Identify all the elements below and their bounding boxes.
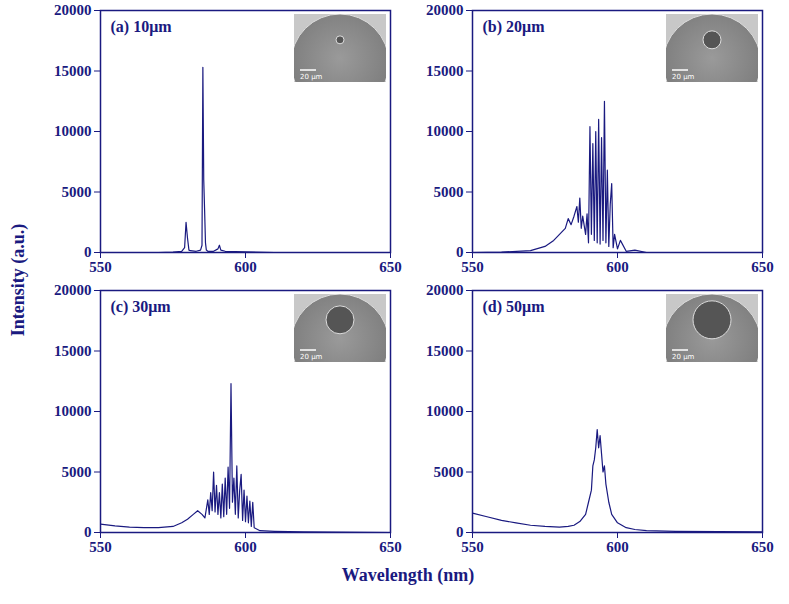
svg-text:600: 600 <box>606 539 629 555</box>
html-text:Wavelength (nm): Wavelength (nm) <box>341 565 475 585</box>
svg-text:5000: 5000 <box>62 464 92 480</box>
svg-text:550: 550 <box>89 539 112 555</box>
svg-text:10000: 10000 <box>54 403 92 419</box>
svg-text:20000: 20000 <box>54 2 92 18</box>
svg-text:15000: 15000 <box>54 63 92 79</box>
svg-text:5000: 5000 <box>434 464 464 480</box>
svg-text:650: 650 <box>751 539 774 555</box>
svg-text:650: 650 <box>379 259 402 275</box>
svg-text:5000: 5000 <box>62 184 92 200</box>
svg-text:600: 600 <box>234 259 257 275</box>
svg-text:20 μm: 20 μm <box>672 353 695 361</box>
svg-text:(a) 10μm: (a) 10μm <box>111 18 173 36</box>
svg-text:(b) 20μm: (b) 20μm <box>483 18 546 36</box>
svg-text:5000: 5000 <box>434 184 464 200</box>
svg-text:20000: 20000 <box>426 282 464 298</box>
svg-text:10000: 10000 <box>426 123 464 139</box>
svg-text:550: 550 <box>461 539 484 555</box>
svg-text:550: 550 <box>461 259 484 275</box>
svg-text:0: 0 <box>456 244 464 260</box>
svg-text:10000: 10000 <box>54 123 92 139</box>
svg-text:15000: 15000 <box>426 63 464 79</box>
svg-text:600: 600 <box>606 259 629 275</box>
svg-text:(d) 50μm: (d) 50μm <box>483 298 546 316</box>
svg-text:650: 650 <box>379 539 402 555</box>
svg-text:0: 0 <box>456 524 464 540</box>
svg-text:20 μm: 20 μm <box>672 73 695 81</box>
svg-text:10000: 10000 <box>426 403 464 419</box>
svg-text:20 μm: 20 μm <box>300 353 323 361</box>
svg-text:15000: 15000 <box>54 343 92 359</box>
svg-text:20 μm: 20 μm <box>300 73 323 81</box>
svg-text:0: 0 <box>84 244 92 260</box>
svg-text:20000: 20000 <box>426 2 464 18</box>
svg-text:550: 550 <box>89 259 112 275</box>
html-text:Intensity (a.u.): Intensity (a.u.) <box>7 223 28 337</box>
svg-text:20000: 20000 <box>54 282 92 298</box>
svg-text:0: 0 <box>84 524 92 540</box>
svg-text:(c) 30μm: (c) 30μm <box>111 298 172 316</box>
svg-text:15000: 15000 <box>426 343 464 359</box>
svg-text:600: 600 <box>234 539 257 555</box>
svg-text:650: 650 <box>751 259 774 275</box>
